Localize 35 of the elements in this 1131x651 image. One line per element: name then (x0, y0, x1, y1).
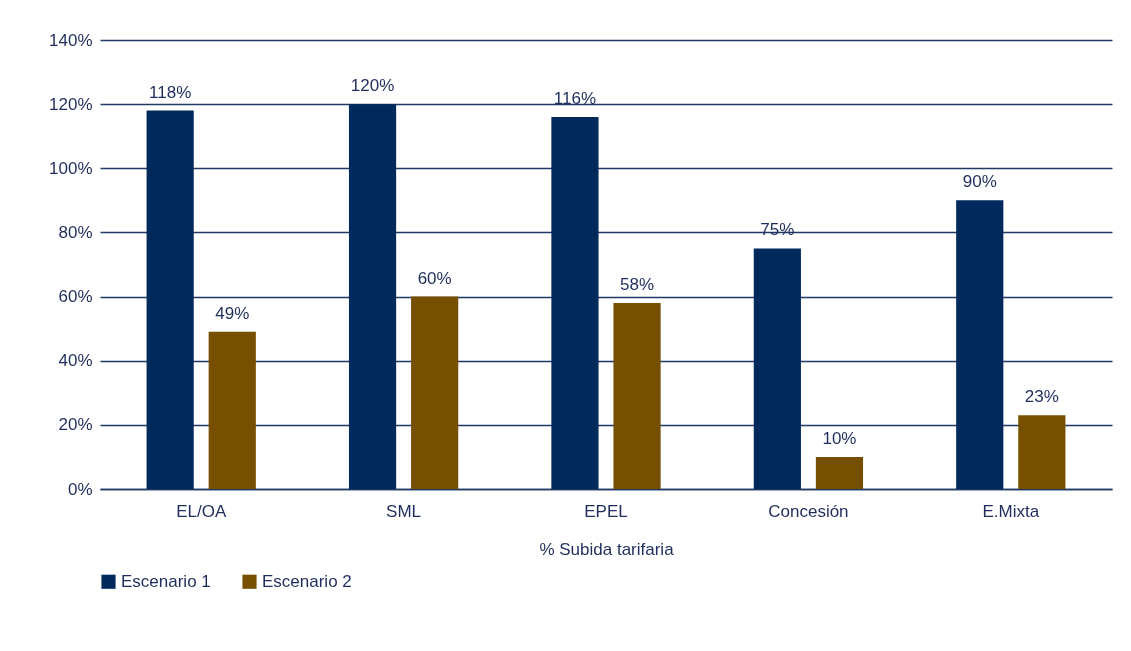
x-tick-label: Concesión (768, 501, 849, 521)
y-tick-label: 80% (58, 222, 93, 242)
x-tick-label: EPEL (584, 501, 628, 521)
x-tick-label: SML (386, 501, 422, 521)
data-label: 23% (1024, 387, 1059, 407)
bar (613, 302, 661, 489)
y-tick-label: 100% (49, 158, 93, 178)
bar (411, 296, 459, 489)
x-tick-label: E.Mixta (982, 501, 1040, 521)
y-tick-label: 20% (58, 415, 93, 435)
bar (348, 104, 397, 489)
data-label: 90% (962, 172, 997, 192)
data-label: 120% (350, 76, 395, 96)
x-tick-label: EL/OA (176, 501, 227, 521)
y-tick-label: 120% (49, 94, 93, 114)
bar (146, 110, 194, 489)
data-label: 58% (620, 274, 655, 294)
legend-label: Escenario 2 (262, 571, 352, 591)
bar (753, 248, 801, 489)
y-tick-label: 0% (67, 479, 93, 499)
bar (1018, 415, 1066, 489)
data-label: 10% (822, 428, 857, 448)
data-label: 118% (149, 82, 192, 102)
y-tick-label: 140% (49, 30, 93, 50)
bar (208, 331, 256, 489)
data-label: 49% (215, 303, 250, 323)
bar (956, 200, 1004, 489)
legend-label: Escenario 1 (121, 571, 211, 591)
bar (815, 456, 864, 489)
x-axis-title: % Subida tarifaria (539, 539, 675, 559)
bar (551, 116, 599, 489)
data-label: 60% (417, 268, 452, 288)
y-tick-label: 60% (58, 287, 93, 307)
data-label: 116% (553, 88, 597, 108)
y-tick-label: 40% (58, 351, 93, 371)
